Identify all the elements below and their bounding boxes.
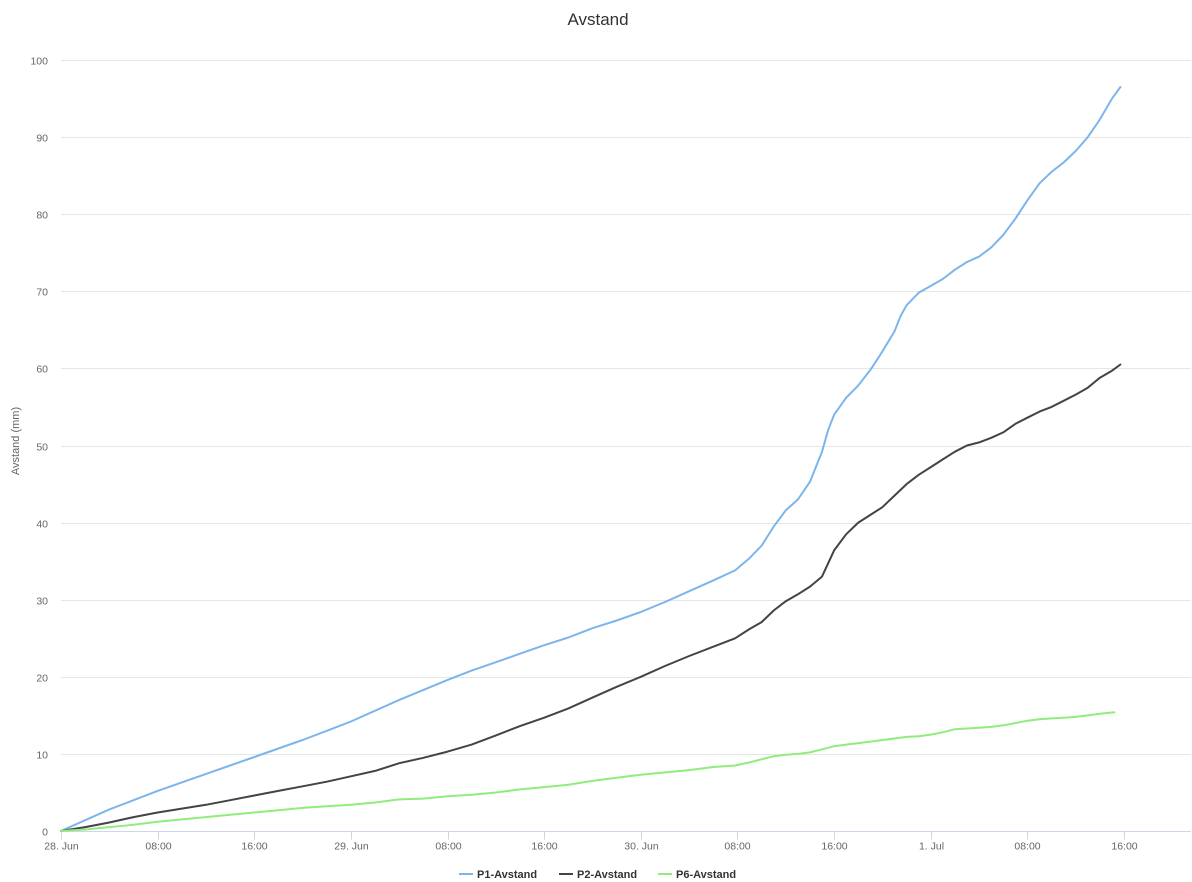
- series-lines: [61, 87, 1120, 831]
- y-tick-label: 30: [36, 596, 48, 608]
- x-tick-label: 30. Jun: [624, 841, 659, 853]
- y-tick-label: 10: [36, 750, 48, 762]
- y-tick-label: 0: [42, 827, 48, 839]
- x-tick-label: 16:00: [241, 841, 267, 853]
- x-axis: 28. Jun 08:00 16:00 29. Jun 08:00 16:00 30. Ju…: [44, 832, 1191, 853]
- x-tick-label: 16:00: [1111, 841, 1137, 853]
- legend-item-p6-avstand[interactable]: P6-Avstand: [658, 869, 736, 881]
- y-tick-label: 80: [36, 210, 48, 222]
- x-tick-label: 29. Jun: [334, 841, 369, 853]
- y-tick-label: 40: [36, 519, 48, 531]
- x-tick-label: 16:00: [531, 841, 557, 853]
- legend-label: P1-Avstand: [477, 869, 537, 881]
- x-tick-label: 08:00: [724, 841, 750, 853]
- y-tick-label: 70: [36, 287, 48, 299]
- series-line-p1-avstand: [61, 87, 1120, 831]
- legend-label: P2-Avstand: [577, 869, 637, 881]
- legend-item-p1-avstand[interactable]: P1-Avstand: [459, 869, 537, 881]
- series-line-p2-avstand: [61, 365, 1120, 832]
- y-tick-label: 50: [36, 442, 48, 454]
- y-axis-title: Avstand (mm): [10, 407, 22, 475]
- y-tick-label: 20: [36, 673, 48, 685]
- x-tick-label: 16:00: [821, 841, 847, 853]
- chart-title: Avstand: [567, 10, 628, 29]
- y-tick-label: 90: [36, 133, 48, 145]
- x-tick-label: 08:00: [1014, 841, 1040, 853]
- y-tick-label: 100: [30, 56, 48, 68]
- x-tick-label: 1. Jul: [919, 841, 944, 853]
- x-tick-label: 28. Jun: [44, 841, 79, 853]
- y-tick-label: 60: [36, 364, 48, 376]
- x-tick-label: 08:00: [145, 841, 171, 853]
- x-tick-label: 08:00: [435, 841, 461, 853]
- legend[interactable]: P1-Avstand P2-Avstand P6-Avstand: [459, 869, 736, 881]
- legend-label: P6-Avstand: [676, 869, 736, 881]
- series-line-p6-avstand: [61, 712, 1114, 831]
- grid-lines: 0 10 20 30 40 50 60 70 80 90 100: [30, 56, 1191, 839]
- legend-item-p2-avstand[interactable]: P2-Avstand: [559, 869, 637, 881]
